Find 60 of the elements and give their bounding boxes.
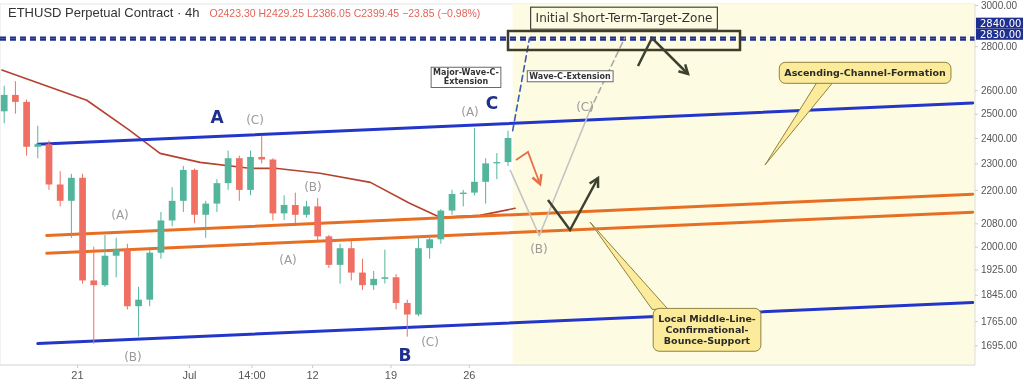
annotation: Ascending-Channel-Formation	[784, 67, 946, 79]
x-tick-label: 14:00	[238, 368, 266, 381]
annotation: (B)	[124, 350, 142, 365]
annotation: (A)	[461, 105, 479, 120]
ref-line-label: 2830.00	[980, 29, 1022, 41]
candlestick	[359, 258, 366, 291]
candlestick	[135, 286, 142, 338]
candlestick	[68, 173, 75, 239]
annotation: (A)	[279, 253, 297, 268]
candlestick	[370, 270, 378, 291]
candlestick	[291, 192, 299, 224]
annotation: (B)	[304, 180, 322, 195]
candlestick	[213, 178, 221, 213]
annotation: (C)	[246, 113, 264, 128]
x-tick-label: 26	[463, 368, 476, 381]
y-tick-label: 2600.00	[981, 85, 1018, 96]
y-tick-label: 2500.00	[981, 108, 1018, 120]
y-tick-label: 2400.00	[981, 132, 1018, 144]
x-tick-label: 19	[384, 368, 398, 381]
y-tick-label: 1765.00	[981, 315, 1018, 327]
candlestick	[403, 299, 411, 338]
y-tick-label: 2300.00	[981, 158, 1018, 170]
candlestick	[381, 249, 389, 285]
annotation: (A)	[111, 208, 129, 223]
annotation: C	[485, 92, 499, 113]
y-tick-label: 2200.00	[981, 184, 1018, 196]
annotation: (C)	[421, 335, 439, 350]
annotation: Initial Short-Term-Target-Zone	[535, 11, 713, 26]
candlestick	[426, 234, 434, 260]
candlestick	[448, 189, 456, 216]
annotation: B	[398, 344, 412, 365]
annotation: Local Middle-Line-Confirmational-Bounce-Support	[658, 313, 756, 347]
candlestick	[112, 237, 120, 278]
candlestick	[0, 85, 8, 124]
y-tick-label: 3000.00	[981, 0, 1018, 11]
annotation: (C)	[576, 100, 594, 115]
annotation: A	[210, 106, 225, 127]
y-tick-label: 2080.00	[981, 218, 1018, 230]
x-tick-label: Jul	[182, 368, 197, 381]
candlestick	[90, 246, 98, 345]
chart-title: ETHUSD Perpetual Contract · 4h	[8, 5, 200, 20]
candlestick	[12, 80, 19, 115]
y-tick-label: 2800.00	[981, 40, 1018, 52]
chart-subtitle: O2423.30 H2429.25 L2386.05 C2399.45 −23.85 (−0.98%)	[209, 7, 481, 19]
y-tick-label: 1845.00	[981, 289, 1018, 301]
candlestick	[258, 135, 266, 164]
candlestick	[202, 200, 210, 239]
candlestick	[168, 186, 176, 227]
candlestick	[471, 127, 478, 196]
ref-line-label: 2840.00	[980, 18, 1022, 30]
y-tick-label: 2000.00	[981, 241, 1018, 253]
candlestick	[56, 170, 64, 207]
candlestick	[482, 157, 489, 205]
candlestick	[34, 125, 42, 159]
y-tick-label: 1695.00	[981, 340, 1018, 352]
x-tick-label: 21	[71, 368, 84, 381]
x-tick-label: 12	[306, 368, 319, 381]
annotation: (B)	[530, 242, 548, 257]
y-tick-label: 1925.00	[981, 264, 1018, 276]
candlestick	[336, 243, 344, 285]
